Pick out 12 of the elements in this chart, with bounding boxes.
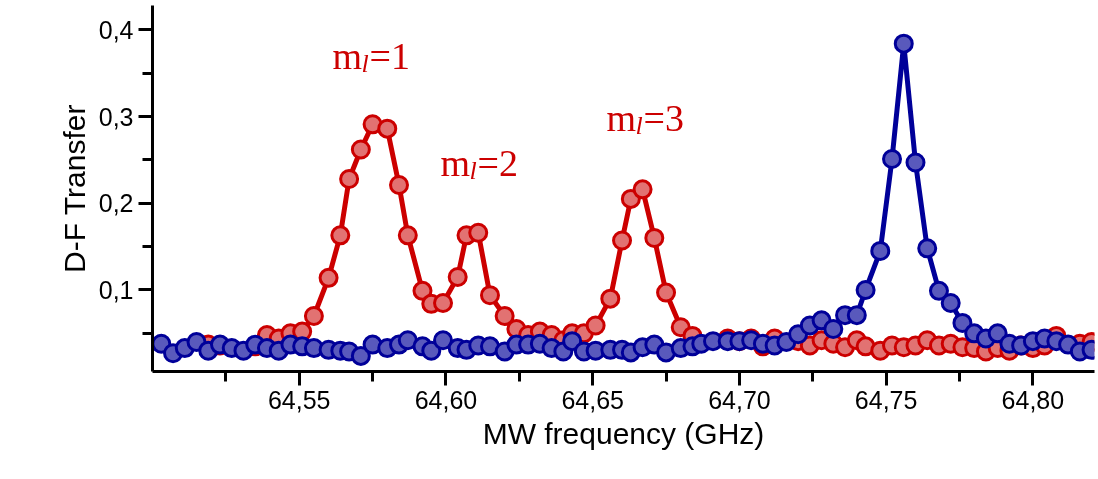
y-tick-label: 0,4 (98, 15, 134, 44)
x-tick-label: 64,60 (414, 385, 478, 414)
y-tick-label: 0,3 (98, 102, 134, 131)
x-tick-label: 64,70 (708, 385, 771, 414)
x-tick-label: 64,80 (1001, 385, 1065, 414)
y-axis-title: D-F Transfer (57, 104, 91, 273)
y-tick-label: 0,2 (98, 189, 134, 218)
y-tick-label: 0,1 (98, 275, 134, 304)
x-tick-label: 64,55 (267, 385, 331, 414)
x-tick-label: 64,75 (854, 385, 918, 414)
x-axis-title: MW frequency (GHz) (482, 416, 765, 450)
x-tick-label: 64,65 (561, 385, 624, 414)
